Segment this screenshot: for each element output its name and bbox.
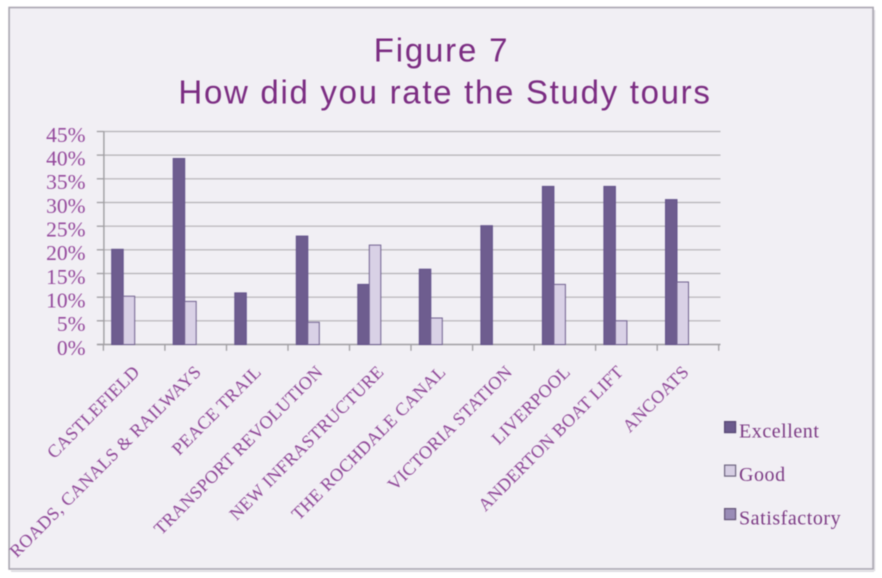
svg-text:Satisfactory: Satisfactory	[739, 507, 841, 529]
svg-text:15%: 15%	[46, 265, 86, 289]
svg-text:25%: 25%	[46, 218, 86, 242]
svg-text:Figure 7: Figure 7	[374, 32, 509, 69]
svg-text:30%: 30%	[46, 194, 86, 218]
svg-text:Good: Good	[739, 464, 786, 486]
svg-text:5%: 5%	[57, 312, 86, 336]
svg-text:Excellent: Excellent	[739, 420, 819, 442]
svg-text:35%: 35%	[46, 170, 86, 194]
svg-text:40%: 40%	[46, 146, 86, 170]
svg-text:0%: 0%	[57, 336, 86, 360]
svg-text:45%: 45%	[46, 123, 86, 147]
svg-text:How did you rate the Study tou: How did you rate the Study tours	[178, 74, 711, 111]
svg-text:10%: 10%	[46, 289, 86, 313]
svg-text:20%: 20%	[46, 241, 86, 265]
